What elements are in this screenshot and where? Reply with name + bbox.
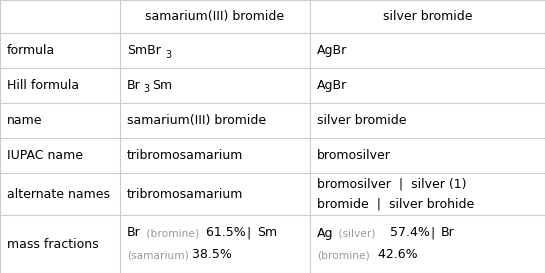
Text: 3: 3 <box>165 49 171 60</box>
Text: 42.6%: 42.6% <box>374 248 417 262</box>
Bar <box>120 103 310 138</box>
Text: Br: Br <box>127 79 141 92</box>
Text: Br: Br <box>441 227 455 239</box>
Text: samarium(III) bromide: samarium(III) bromide <box>146 10 284 23</box>
Bar <box>120 0 310 33</box>
Bar <box>310 215 545 273</box>
Text: |: | <box>239 227 259 239</box>
Text: silver bromide: silver bromide <box>383 10 473 23</box>
Bar <box>120 68 310 103</box>
Bar <box>120 215 310 273</box>
Bar <box>310 103 545 138</box>
Text: bromosilver  |  silver (1): bromosilver | silver (1) <box>317 177 467 191</box>
Text: 61.5%: 61.5% <box>202 227 246 239</box>
Bar <box>120 173 310 215</box>
Text: |: | <box>423 227 443 239</box>
Text: samarium(III) bromide: samarium(III) bromide <box>127 114 266 127</box>
Bar <box>0 33 120 68</box>
Text: AgBr: AgBr <box>317 79 347 92</box>
Bar <box>0 138 120 173</box>
Text: 38.5%: 38.5% <box>188 248 232 262</box>
Text: (silver): (silver) <box>335 228 376 238</box>
Text: (bromine): (bromine) <box>143 228 199 238</box>
Bar <box>310 138 545 173</box>
Bar <box>0 68 120 103</box>
Text: bromide  |  silver brohide: bromide | silver brohide <box>317 197 474 210</box>
Text: Hill formula: Hill formula <box>7 79 79 92</box>
Bar <box>120 33 310 68</box>
Text: SmBr: SmBr <box>127 44 161 57</box>
Bar <box>0 103 120 138</box>
Text: AgBr: AgBr <box>317 44 347 57</box>
Text: (bromine): (bromine) <box>317 250 370 260</box>
Bar <box>310 68 545 103</box>
Text: tribromosamarium: tribromosamarium <box>127 188 244 200</box>
Text: 57.4%: 57.4% <box>386 227 430 239</box>
Bar <box>310 0 545 33</box>
Text: silver bromide: silver bromide <box>317 114 407 127</box>
Text: (samarium): (samarium) <box>127 250 189 260</box>
Bar <box>0 173 120 215</box>
Bar <box>120 138 310 173</box>
Text: IUPAC name: IUPAC name <box>7 149 83 162</box>
Text: tribromosamarium: tribromosamarium <box>127 149 244 162</box>
Text: mass fractions: mass fractions <box>7 238 99 251</box>
Text: alternate names: alternate names <box>7 188 110 200</box>
Text: Ag: Ag <box>317 227 334 239</box>
Text: Sm: Sm <box>152 79 172 92</box>
Bar <box>310 33 545 68</box>
Bar <box>0 0 120 33</box>
Text: formula: formula <box>7 44 55 57</box>
Text: name: name <box>7 114 43 127</box>
Text: bromosilver: bromosilver <box>317 149 391 162</box>
Text: Br: Br <box>127 227 141 239</box>
Bar <box>0 215 120 273</box>
Text: 3: 3 <box>143 85 149 94</box>
Text: Sm: Sm <box>257 227 277 239</box>
Bar <box>310 173 545 215</box>
